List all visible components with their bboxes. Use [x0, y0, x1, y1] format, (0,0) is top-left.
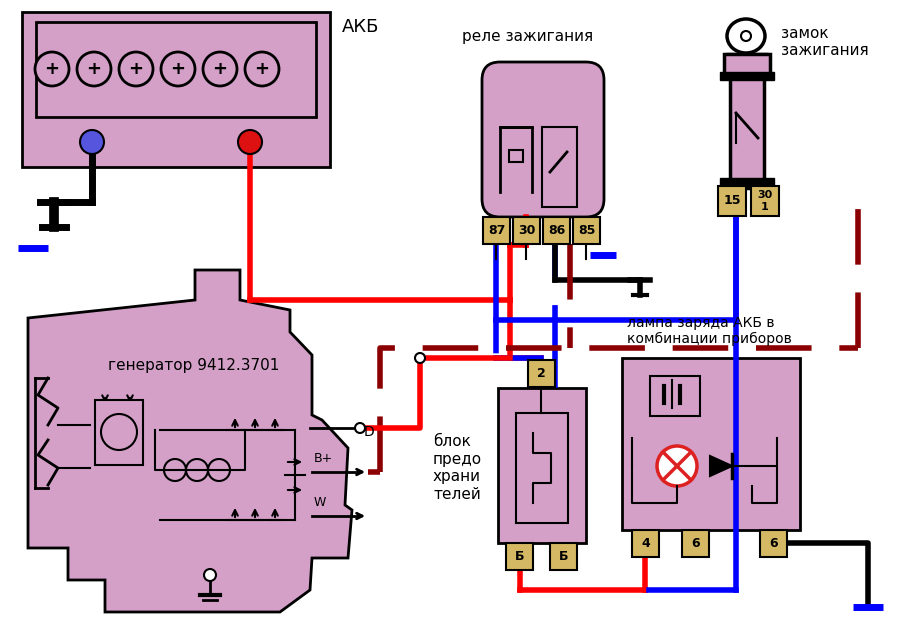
Bar [95, 400, 143, 465]
Circle shape [238, 130, 262, 154]
Bar [22, 12, 330, 167]
Circle shape [203, 52, 237, 86]
Bar [509, 150, 523, 162]
Circle shape [186, 459, 208, 481]
Text: 85: 85 [578, 224, 595, 237]
Text: Б: Б [515, 550, 524, 563]
Circle shape [35, 52, 69, 86]
Text: замок
зажигания: замок зажигания [781, 26, 868, 59]
Text: +: + [255, 60, 269, 78]
Bar [498, 388, 586, 543]
Bar [543, 217, 570, 244]
Text: +: + [44, 60, 59, 78]
Bar [528, 360, 555, 387]
Bar [506, 543, 533, 570]
Bar [516, 413, 568, 523]
Text: АКБ: АКБ [342, 18, 380, 36]
Text: D: D [364, 425, 374, 439]
Text: реле зажигания: реле зажигания [462, 29, 593, 44]
Bar [542, 127, 577, 207]
Bar [760, 530, 787, 557]
Circle shape [119, 52, 153, 86]
Text: B+: B+ [314, 452, 333, 465]
Text: 2: 2 [537, 367, 546, 380]
Bar [622, 358, 800, 530]
Text: 6: 6 [770, 537, 778, 550]
Circle shape [657, 446, 697, 486]
Text: +: + [170, 60, 185, 78]
Text: 6: 6 [691, 537, 700, 550]
Bar [730, 73, 764, 188]
Bar [483, 217, 510, 244]
Circle shape [208, 459, 230, 481]
Bar [550, 543, 577, 570]
Circle shape [355, 423, 365, 433]
Bar [650, 376, 700, 416]
Text: +: + [129, 60, 143, 78]
Text: блок
предо
храни
телей: блок предо храни телей [433, 434, 482, 502]
Bar [718, 186, 746, 216]
Bar [720, 72, 774, 80]
Circle shape [77, 52, 111, 86]
Bar [726, 53, 768, 73]
Text: +: + [212, 60, 228, 78]
Text: 15: 15 [724, 195, 741, 208]
Text: лампа заряда АКБ в
комбинации приборов: лампа заряда АКБ в комбинации приборов [627, 316, 792, 346]
FancyBboxPatch shape [482, 62, 604, 217]
Text: 30: 30 [518, 224, 536, 237]
Circle shape [415, 353, 425, 363]
Circle shape [741, 31, 751, 41]
Polygon shape [710, 456, 732, 476]
Bar [632, 530, 659, 557]
Bar [720, 178, 774, 186]
Bar [513, 217, 540, 244]
Text: Б: Б [559, 550, 568, 563]
Circle shape [101, 414, 137, 450]
Text: генератор 9412.3701: генератор 9412.3701 [108, 358, 279, 373]
Text: +: + [86, 60, 102, 78]
Text: 30
1: 30 1 [758, 190, 772, 212]
Bar [573, 217, 600, 244]
Bar [36, 22, 316, 117]
Text: 86: 86 [548, 224, 565, 237]
Text: 4: 4 [641, 537, 650, 550]
Circle shape [161, 52, 195, 86]
Circle shape [204, 569, 216, 581]
Bar [751, 186, 779, 216]
Ellipse shape [727, 19, 765, 53]
Text: 87: 87 [488, 224, 505, 237]
Bar [724, 54, 770, 74]
Text: W: W [314, 496, 327, 509]
Circle shape [80, 130, 104, 154]
Circle shape [245, 52, 279, 86]
Bar [682, 530, 709, 557]
Circle shape [164, 459, 186, 481]
Polygon shape [28, 270, 352, 612]
